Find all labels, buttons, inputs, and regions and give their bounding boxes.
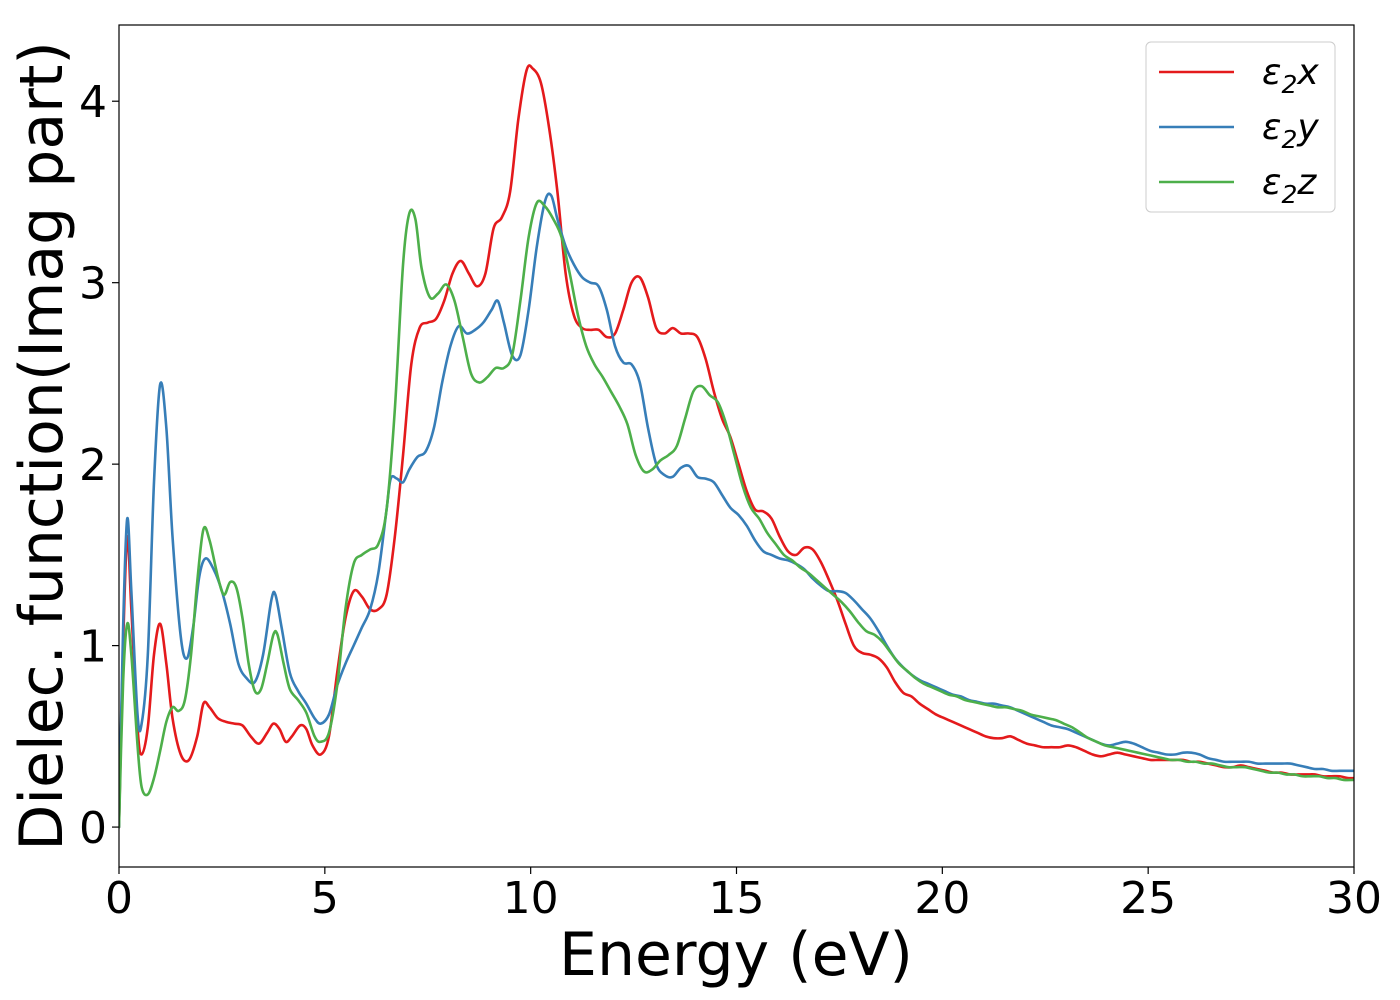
series-line-z	[119, 199, 1354, 829]
x-axis: 0 5 10 15 20 25 30	[105, 867, 1382, 924]
y-tick-label: 0	[79, 803, 107, 854]
y-tick-label: 4	[79, 77, 107, 128]
y-tick-label: 3	[79, 259, 107, 310]
legend-label-subscript: 2	[1281, 125, 1297, 154]
x-tick-label: 0	[105, 873, 133, 924]
legend-label-x: ε2x	[1262, 52, 1319, 99]
legend-label-subscript: 2	[1281, 70, 1297, 99]
legend-label-main: ε	[1262, 162, 1281, 203]
x-axis-title: Energy (eV)	[559, 920, 913, 990]
series-line-y	[119, 192, 1354, 829]
x-tick-label: 10	[503, 873, 559, 924]
legend-frame	[1145, 41, 1336, 213]
x-tick-label: 20	[914, 873, 970, 924]
y-axis: 0 1 2 3 4	[79, 77, 119, 854]
legend-label-tail: z	[1296, 162, 1317, 203]
x-tick-label: 15	[709, 873, 765, 924]
legend-label-z: ε2z	[1262, 162, 1317, 209]
series-layer	[119, 64, 1354, 829]
y-axis-title: Dielec. function(Imag part)	[7, 41, 77, 851]
series-line-x	[119, 64, 1354, 829]
legend-label-main: ε	[1262, 52, 1281, 93]
legend-label-main: ε	[1262, 107, 1281, 148]
x-tick-label: 5	[311, 873, 339, 924]
legend-label-tail: y	[1296, 107, 1319, 148]
y-tick-label: 2	[79, 440, 107, 491]
legend-label-subscript: 2	[1281, 180, 1297, 209]
x-tick-label: 30	[1326, 873, 1382, 924]
legend-label-tail: x	[1296, 52, 1319, 93]
y-tick-label: 1	[79, 622, 107, 673]
x-tick-label: 25	[1120, 873, 1176, 924]
legend-label-y: ε2y	[1262, 107, 1319, 154]
